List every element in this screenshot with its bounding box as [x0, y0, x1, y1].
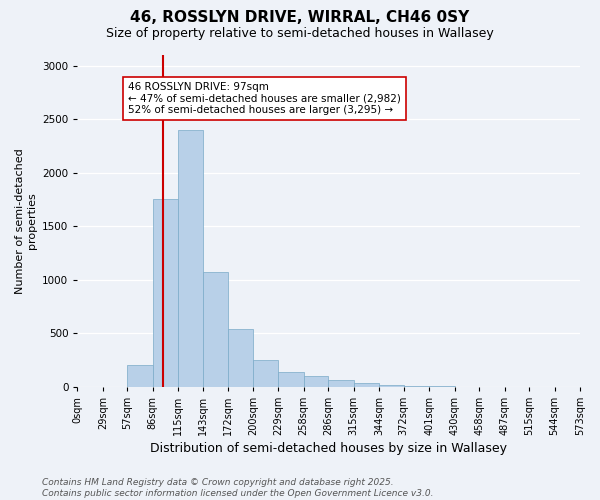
Text: 46 ROSSLYN DRIVE: 97sqm
← 47% of semi-detached houses are smaller (2,982)
52% of: 46 ROSSLYN DRIVE: 97sqm ← 47% of semi-de…	[128, 82, 401, 115]
Bar	[278, 372, 304, 386]
Bar	[253, 360, 278, 386]
Bar	[153, 200, 178, 386]
Text: Size of property relative to semi-detached houses in Wallasey: Size of property relative to semi-detach…	[106, 28, 494, 40]
Bar	[304, 376, 328, 386]
Text: 46, ROSSLYN DRIVE, WIRRAL, CH46 0SY: 46, ROSSLYN DRIVE, WIRRAL, CH46 0SY	[130, 10, 470, 25]
Bar	[127, 366, 153, 386]
Bar	[203, 272, 228, 386]
Bar	[379, 384, 404, 386]
Bar	[328, 380, 354, 386]
Bar	[354, 384, 379, 386]
X-axis label: Distribution of semi-detached houses by size in Wallasey: Distribution of semi-detached houses by …	[150, 442, 507, 455]
Bar	[228, 329, 253, 386]
Y-axis label: Number of semi-detached
properties: Number of semi-detached properties	[15, 148, 37, 294]
Bar	[178, 130, 203, 386]
Text: Contains HM Land Registry data © Crown copyright and database right 2025.
Contai: Contains HM Land Registry data © Crown c…	[42, 478, 433, 498]
